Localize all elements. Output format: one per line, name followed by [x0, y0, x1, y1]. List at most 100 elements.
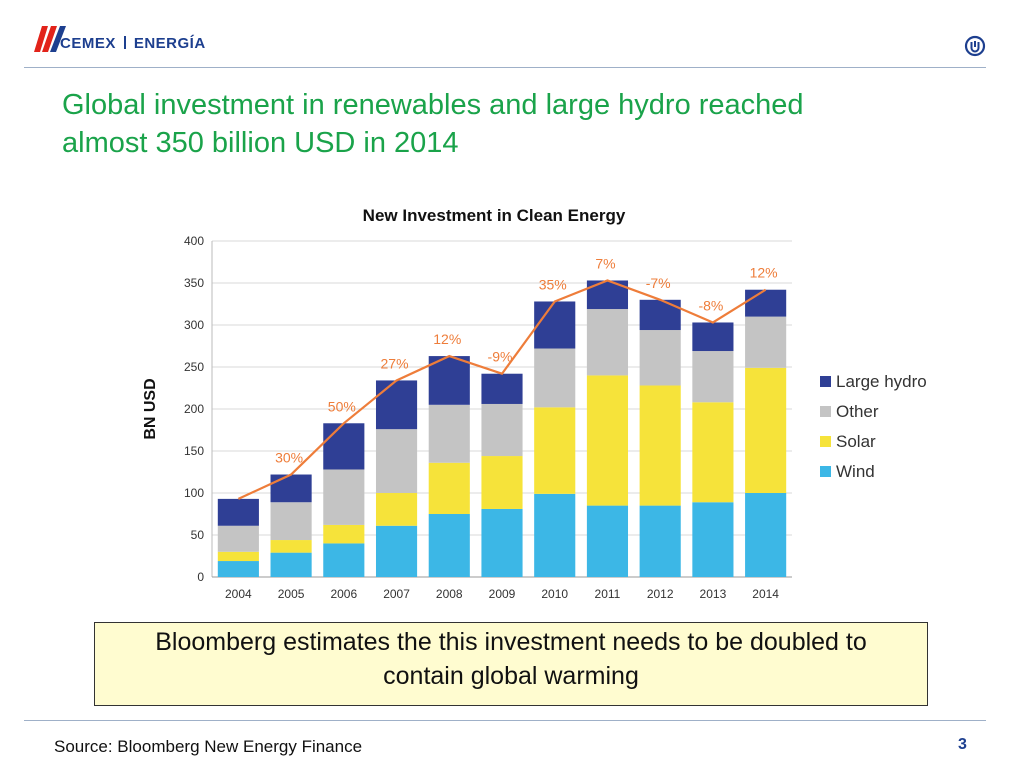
bar-segment [481, 456, 523, 509]
bar-segment [428, 404, 470, 463]
brand-wordmark: CEMEX ENERGÍA [60, 35, 206, 52]
growth-line: 30% 50% 27% 12% -9% 35% 7% -7% -8% 12% [237, 255, 778, 500]
slide-title: Global investment in renewables and larg… [62, 86, 962, 162]
growth-label: -8% [698, 297, 723, 313]
bar-segment [481, 373, 523, 404]
y-tick-label: 350 [184, 276, 204, 290]
growth-label: 50% [328, 398, 356, 414]
legend-label: Wind [836, 462, 875, 481]
y-tick-label: 250 [184, 360, 204, 374]
bar-segment [534, 301, 576, 349]
bar-segment [270, 474, 312, 503]
growth-label: 27% [381, 355, 409, 371]
bar-segment [217, 561, 259, 577]
growth-label: -7% [646, 275, 671, 291]
bar-segment [586, 309, 629, 376]
bar-segment [428, 356, 470, 405]
bar-segment [375, 493, 418, 526]
x-tick-label: 2014 [752, 587, 779, 601]
brand-name: CEMEX [60, 35, 116, 52]
bar-segment [270, 552, 312, 577]
cemex-logo-icon [34, 26, 48, 52]
bar-segment [270, 540, 312, 553]
growth-label: 35% [539, 276, 567, 292]
y-tick-label: 0 [197, 570, 204, 584]
legend-swatch [820, 376, 831, 387]
y-tick-label: 300 [184, 318, 204, 332]
growth-label: 12% [750, 265, 778, 281]
bar-segment [586, 505, 629, 577]
bar-segment [639, 505, 681, 577]
power-symbol-icon [964, 35, 986, 57]
growth-label: 7% [595, 255, 615, 271]
x-tick-label: 2008 [436, 587, 463, 601]
footer-divider [24, 720, 986, 721]
y-tick-label: 400 [184, 234, 204, 248]
source-note: Source: Bloomberg New Energy Finance [54, 737, 363, 756]
page-number: 3 [958, 736, 967, 753]
y-tick-label: 150 [184, 444, 204, 458]
brand-division: ENERGÍA [133, 35, 206, 52]
bar-segment [692, 402, 734, 503]
y-tick-label: 100 [184, 486, 204, 500]
legend-label: Other [836, 402, 879, 421]
growth-label: 30% [275, 450, 303, 466]
bar-segment [639, 299, 681, 331]
bar-segment [481, 508, 523, 577]
legend-swatch [820, 406, 831, 417]
legend-label: Solar [836, 432, 876, 451]
legend-swatch [820, 466, 831, 477]
growth-label: 12% [433, 331, 461, 347]
x-tick-label: 2013 [700, 587, 727, 601]
bar-segment [270, 502, 312, 541]
y-tick-label: 50 [191, 528, 205, 542]
growth-line-path [237, 279, 767, 500]
bar-segment [745, 289, 787, 317]
bar-segment [745, 367, 787, 493]
bar-segment [217, 551, 259, 562]
brand-separator [123, 36, 126, 49]
bar-segment [428, 514, 470, 577]
x-tick-label: 2010 [541, 587, 568, 601]
y-axis-ticks: 0 50 100 150 200 250 300 350 400 [184, 234, 204, 584]
bar-segment [375, 525, 418, 577]
bar-segment [217, 498, 259, 526]
bar-segment [323, 423, 365, 470]
bar-segment [534, 407, 576, 494]
chart-title: New Investment in Clean Energy [363, 206, 626, 225]
bar-segment [481, 403, 523, 457]
bar-segment [534, 493, 576, 577]
bar-segment [586, 375, 629, 506]
x-tick-label: 2012 [647, 587, 674, 601]
bar-segment [639, 385, 681, 506]
slide-title-line-1: Global investment in renewables and larg… [62, 89, 804, 121]
bar-segment [534, 348, 576, 408]
clean-energy-investment-chart: New Investment in Clean Energy BN USD 0 5… [142, 206, 927, 601]
callout-box: Bloomberg estimates the this investment … [94, 622, 928, 706]
callout-line-1: Bloomberg estimates the this investment … [155, 628, 867, 656]
slide-title-line-2: almost 350 billion USD in 2014 [62, 127, 459, 159]
legend-swatch [820, 436, 831, 447]
bar-segment [692, 502, 734, 577]
bar-segment [323, 524, 365, 544]
x-tick-label: 2006 [330, 587, 357, 601]
legend-label: Large hydro [836, 372, 927, 391]
bar-segment [692, 351, 734, 403]
bar-segment [323, 543, 365, 577]
chart-legend: Large hydro Other Solar Wind [820, 372, 927, 481]
cemex-logo [34, 26, 66, 52]
bar-segment [375, 380, 418, 430]
growth-label: -9% [488, 349, 513, 365]
x-tick-label: 2011 [595, 587, 621, 601]
bar-segment [745, 316, 787, 368]
callout-line-2: contain global warming [383, 662, 639, 690]
bar-segment [692, 322, 734, 352]
chart-bars [217, 280, 787, 577]
y-tick-label: 200 [184, 402, 204, 416]
x-axis-ticks: 2004 2005 2006 2007 2008 2009 2010 2011 2012 2013… [225, 587, 779, 601]
bar-segment [428, 462, 470, 514]
bar-segment [639, 330, 681, 386]
x-tick-label: 2007 [383, 587, 410, 601]
x-tick-label: 2004 [225, 587, 252, 601]
bar-segment [323, 469, 365, 525]
